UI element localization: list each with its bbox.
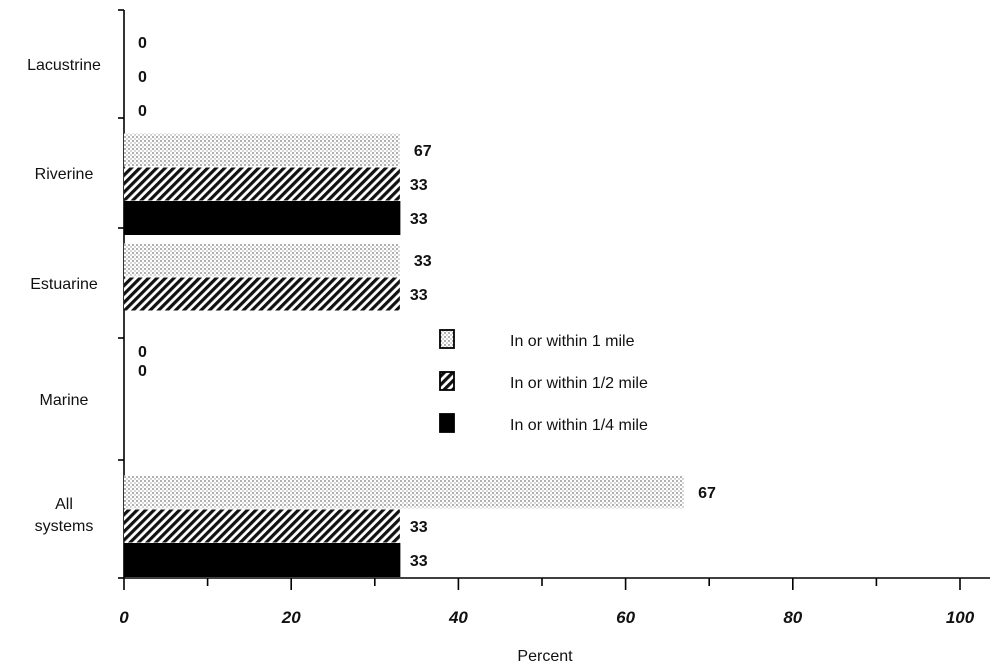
data-label: 33 [410, 287, 428, 304]
data-label: 67 [414, 143, 432, 160]
legend-swatch-solid [439, 413, 455, 433]
data-label: 0 [138, 35, 147, 52]
data-label: 33 [410, 177, 428, 194]
data-label: 0 [138, 103, 147, 120]
bars [123, 133, 685, 577]
data-label: 0 [138, 344, 147, 361]
x-tick-label: 80 [783, 608, 802, 627]
legend-label: In or within 1/4 mile [510, 417, 648, 434]
bar-solid [123, 201, 401, 235]
bar-hatch [124, 509, 400, 543]
bar-solid [123, 543, 401, 577]
data-label: 0 [138, 363, 147, 380]
category-label: Estuarine [30, 276, 98, 293]
data-label: 33 [410, 553, 428, 570]
legend-swatch-hatch [439, 371, 455, 391]
category-label: Riverine [35, 166, 94, 183]
bar-hatch [124, 167, 400, 201]
data-label: 0 [138, 69, 147, 86]
x-tick-label: 0 [119, 608, 129, 627]
bar-dots [124, 475, 685, 509]
category-label: Lacustrine [27, 57, 101, 74]
bar-dots [124, 133, 400, 167]
x-tick-label: 60 [616, 608, 635, 627]
category-label: Marine [40, 392, 89, 409]
data-label: 33 [414, 253, 432, 270]
bar-hatch [124, 277, 400, 311]
legend: In or within 1 mile In or within 1/2 mile… [439, 329, 648, 434]
data-label: 33 [410, 519, 428, 536]
bar-dots [124, 243, 400, 277]
x-tick-label: 40 [448, 608, 468, 627]
data-label: 33 [410, 211, 428, 228]
legend-label: In or within 1/2 mile [510, 375, 648, 392]
legend-label: In or within 1 mile [510, 333, 635, 350]
category-label-line2: systems [35, 518, 94, 535]
data-label: 67 [698, 485, 716, 502]
x-tick-label: 20 [281, 608, 301, 627]
legend-swatch-dots [439, 329, 455, 349]
labels: 0 20 40 60 80 100 Percent Lacustrine Riverine Est… [27, 35, 975, 665]
x-axis-title: Percent [517, 648, 573, 665]
x-tick-label: 100 [946, 608, 975, 627]
category-label-line1: All [55, 496, 73, 513]
